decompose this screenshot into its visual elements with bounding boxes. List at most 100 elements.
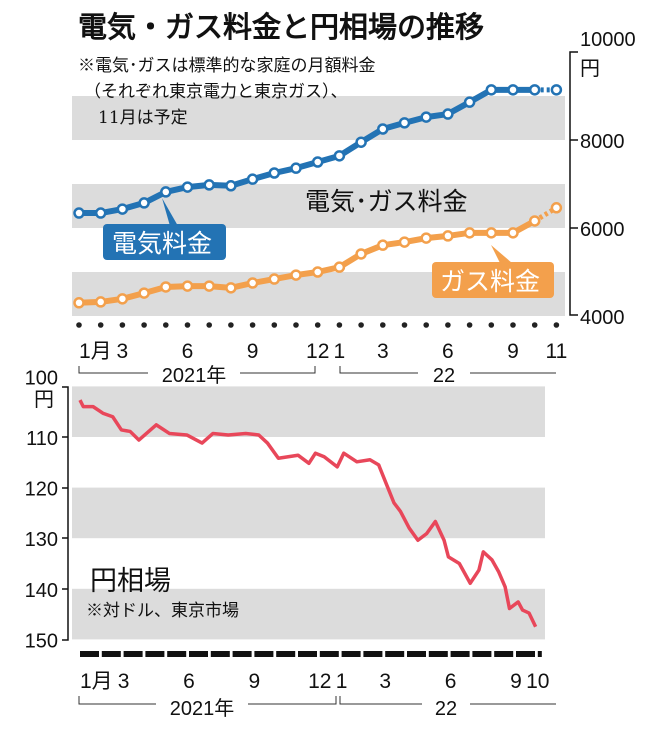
data-point <box>311 266 324 278</box>
data-point <box>398 117 411 129</box>
note-line-2: （それぞれ東京電力と東京ガス）、 <box>84 82 348 102</box>
data-point <box>268 273 281 285</box>
note-line-3: 11月は予定 <box>98 108 188 128</box>
data-point <box>73 207 85 219</box>
x-tick-label: 3 <box>377 340 389 363</box>
x-tick-label: 11 <box>545 340 567 363</box>
month-dash <box>276 651 296 657</box>
x-tick-label: 12 <box>308 670 331 693</box>
y-tick-130: 130 <box>25 529 58 551</box>
data-point <box>246 277 259 289</box>
y-tick-6000: 6000 <box>580 219 625 241</box>
chart-title: 電気・ガス料金と円相場の推移 <box>78 10 484 44</box>
data-point <box>550 202 563 214</box>
data-point <box>203 179 215 191</box>
data-point <box>355 248 367 260</box>
data-point <box>160 281 172 293</box>
electric-legend-callout: 電気料金 <box>103 198 226 260</box>
month-dash <box>363 651 383 657</box>
x-tick-label: 1 <box>334 340 346 363</box>
data-point <box>442 230 454 242</box>
band-6000 <box>72 184 565 228</box>
month-dash <box>516 651 535 657</box>
data-point <box>463 96 476 108</box>
y-tick-4000: 4000 <box>580 307 625 329</box>
data-point <box>311 156 324 168</box>
x-tick-label: 3 <box>118 670 130 693</box>
month-dot <box>76 322 82 328</box>
month-dot <box>336 322 343 328</box>
y-tick-140: 140 <box>25 580 58 602</box>
data-point <box>94 207 107 219</box>
x-tick-label: 9 <box>510 670 522 693</box>
month-dash <box>428 651 448 657</box>
data-point <box>420 232 432 244</box>
month-dash <box>210 651 230 657</box>
year-bracket-2021 <box>78 366 316 374</box>
data-point <box>138 287 150 299</box>
x-tick-label: 9 <box>507 340 519 363</box>
month-dot <box>401 322 408 328</box>
top-y-axis: 10000 円 8000 6000 4000 <box>569 29 636 329</box>
month-dot <box>119 322 126 328</box>
y-tick-10000: 10000 <box>580 29 636 51</box>
data-point <box>268 167 281 179</box>
series-line-gas <box>78 218 537 306</box>
x-tick-label: 10 <box>526 670 549 693</box>
yen-y-axis: 100 110 120 130 140 150 円 <box>25 367 69 652</box>
x-tick-label: 1月 <box>80 670 113 693</box>
band-100 <box>72 386 545 437</box>
x-tick-label: 3 <box>117 340 129 363</box>
data-point <box>225 282 237 294</box>
year-label-2021: 2021年 <box>162 364 227 387</box>
data-point <box>550 84 563 96</box>
y-tick-8000: 8000 <box>580 131 625 153</box>
y-axis-unit: 円 <box>580 58 600 80</box>
month-dash <box>341 651 361 657</box>
month-dot <box>510 322 516 328</box>
month-dash <box>407 651 426 657</box>
data-point <box>398 236 411 248</box>
data-point <box>94 296 107 308</box>
data-point <box>507 227 519 239</box>
month-dash <box>189 651 208 657</box>
y-tick-120: 120 <box>25 479 58 501</box>
x-tick-label: 1月 <box>79 340 112 363</box>
data-point <box>116 293 129 305</box>
data-point <box>485 84 498 96</box>
x-tick-label: 1 <box>336 670 348 693</box>
month-dash <box>123 651 143 657</box>
chart-label-electric-gas: 電気･ガス料金 <box>305 187 468 216</box>
data-point <box>463 227 476 239</box>
month-dash <box>494 651 514 657</box>
x-tick-label: 6 <box>182 340 194 363</box>
data-point <box>225 180 237 192</box>
month-dot <box>141 322 147 328</box>
data-point <box>377 239 389 251</box>
data-point <box>420 111 432 123</box>
month-dot <box>553 322 560 328</box>
data-point <box>290 269 302 281</box>
month-dot <box>97 322 104 328</box>
data-point <box>116 203 129 215</box>
gas-legend-callout: ガス料金 <box>432 245 554 298</box>
month-dash <box>450 651 470 657</box>
data-point <box>442 108 454 120</box>
data-point <box>377 123 389 135</box>
band-120 <box>72 487 545 539</box>
data-point <box>73 297 85 309</box>
note-line-1: ※電気･ガスは標準的な家庭の月額料金 <box>78 56 376 76</box>
year-label-2021: 2021年 <box>170 697 235 720</box>
month-dash <box>319 651 339 657</box>
gas-legend-label: ガス料金 <box>440 267 540 296</box>
data-point <box>290 162 302 174</box>
x-tick-label: 9 <box>247 340 259 363</box>
month-dot <box>271 322 278 328</box>
data-point <box>181 280 194 292</box>
data-point <box>160 186 172 198</box>
month-dot <box>249 322 256 328</box>
data-point <box>528 84 541 96</box>
